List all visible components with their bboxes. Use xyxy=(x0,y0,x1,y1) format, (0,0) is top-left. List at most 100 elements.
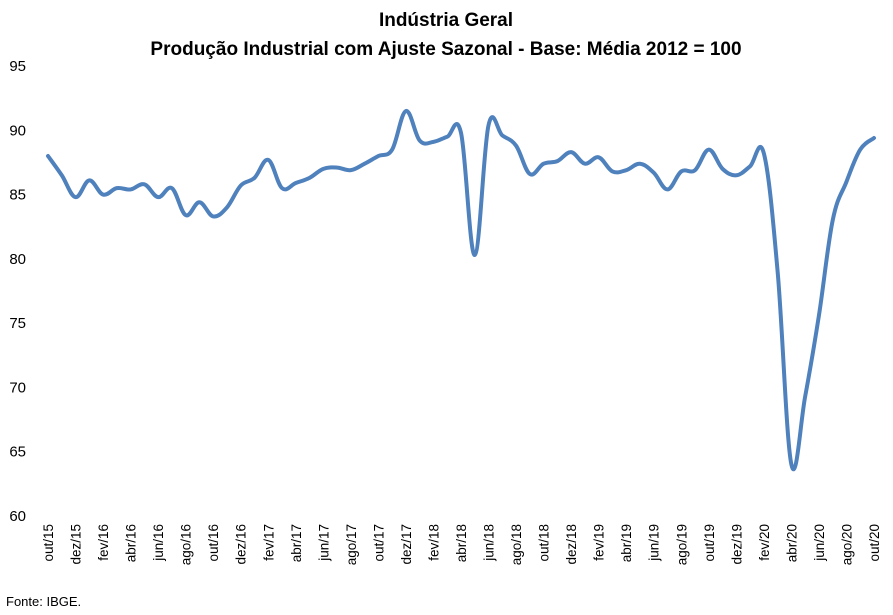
data-point xyxy=(803,394,807,398)
data-point xyxy=(46,154,50,158)
data-point xyxy=(610,169,614,173)
data-point xyxy=(831,218,835,222)
x-tick-label: fev/19 xyxy=(592,524,607,561)
data-point xyxy=(693,168,697,172)
data-point xyxy=(555,159,559,163)
data-point xyxy=(115,186,119,190)
data-point xyxy=(101,193,105,197)
data-point xyxy=(487,123,491,127)
data-point xyxy=(500,133,504,137)
data-point xyxy=(597,155,601,159)
y-tick-label: 60 xyxy=(9,508,26,525)
x-tick-label: abr/20 xyxy=(784,524,799,562)
data-point xyxy=(197,200,201,204)
data-point xyxy=(87,178,91,182)
y-axis: 60 65 70 75 80 85 90 95 xyxy=(9,58,26,525)
data-point xyxy=(225,205,229,209)
data-point xyxy=(308,176,312,180)
x-tick-label: fev/16 xyxy=(96,524,111,561)
x-tick-label: abr/17 xyxy=(289,524,304,562)
x-tick-label: out/18 xyxy=(537,524,552,562)
data-point xyxy=(335,166,339,170)
x-tick-label: abr/19 xyxy=(619,524,634,562)
data-point xyxy=(266,158,270,162)
x-tick-label: dez/16 xyxy=(234,524,249,565)
data-point xyxy=(239,184,243,188)
x-tick-label: fev/20 xyxy=(757,524,772,561)
x-tick-label: jun/19 xyxy=(647,524,662,562)
data-point xyxy=(789,463,793,467)
data-point xyxy=(184,213,188,217)
data-point xyxy=(624,168,628,172)
x-tick-label: ago/18 xyxy=(509,524,524,565)
y-tick-label: 75 xyxy=(9,315,26,332)
data-point xyxy=(294,181,298,185)
data-point xyxy=(514,144,518,148)
data-point xyxy=(473,253,477,257)
data-point xyxy=(445,135,449,139)
x-tick-label: ago/20 xyxy=(839,524,854,565)
data-point xyxy=(363,162,367,166)
x-tick-label: fev/18 xyxy=(426,524,441,561)
y-tick-label: 65 xyxy=(9,444,26,461)
data-point xyxy=(142,182,146,186)
data-point xyxy=(170,186,174,190)
data-point xyxy=(376,154,380,158)
x-tick-label: out/15 xyxy=(41,524,56,562)
data-point xyxy=(528,172,532,176)
x-tick-label: out/20 xyxy=(867,524,882,562)
x-tick-label: ago/19 xyxy=(674,524,689,565)
x-tick-label: abr/18 xyxy=(454,524,469,562)
chart-subtitle: Produção Industrial com Ajuste Sazonal -… xyxy=(150,39,741,60)
data-point xyxy=(666,187,670,191)
data-point xyxy=(459,131,463,135)
data-point xyxy=(418,139,422,143)
data-point xyxy=(762,151,766,155)
data-point xyxy=(858,148,862,152)
data-point xyxy=(129,187,133,191)
data-point xyxy=(349,168,353,172)
y-tick-label: 85 xyxy=(9,187,26,204)
x-tick-label: abr/16 xyxy=(124,524,139,562)
x-tick-label: jun/20 xyxy=(812,524,827,562)
data-point xyxy=(872,136,876,140)
data-point xyxy=(583,162,587,166)
data-point xyxy=(74,195,78,199)
x-tick-label: out/17 xyxy=(371,524,386,562)
y-tick-label: 70 xyxy=(9,379,26,396)
x-tick-label: fev/17 xyxy=(261,524,276,561)
x-tick-label: dez/15 xyxy=(69,524,84,565)
data-point xyxy=(844,180,848,184)
y-tick-label: 95 xyxy=(9,58,26,75)
data-point xyxy=(321,167,325,171)
y-tick-label: 80 xyxy=(9,251,26,268)
x-tick-label: dez/19 xyxy=(729,524,744,565)
x-tick-label: out/19 xyxy=(702,524,717,562)
x-tick-label: jun/18 xyxy=(482,524,497,562)
data-point xyxy=(404,109,408,113)
data-point xyxy=(253,176,257,180)
x-tick-label: dez/18 xyxy=(564,524,579,565)
series-line xyxy=(46,109,876,472)
data-point xyxy=(817,313,821,317)
data-point xyxy=(748,164,752,168)
data-point xyxy=(776,270,780,274)
data-point xyxy=(390,148,394,152)
x-tick-label: jun/17 xyxy=(316,524,331,562)
data-point xyxy=(211,214,215,218)
data-point xyxy=(721,167,725,171)
source-note: Fonte: IBGE. xyxy=(6,594,82,609)
data-point xyxy=(707,148,711,152)
data-point xyxy=(679,169,683,173)
data-point xyxy=(734,173,738,177)
chart-title: Indústria Geral xyxy=(379,10,513,31)
x-tick-label: ago/16 xyxy=(179,524,194,565)
data-point xyxy=(60,173,64,177)
y-tick-label: 90 xyxy=(9,122,26,139)
data-point xyxy=(638,162,642,166)
data-point xyxy=(569,150,573,154)
data-point xyxy=(542,162,546,166)
x-tick-label: jun/16 xyxy=(151,524,166,562)
x-tick-label: out/16 xyxy=(206,524,221,562)
